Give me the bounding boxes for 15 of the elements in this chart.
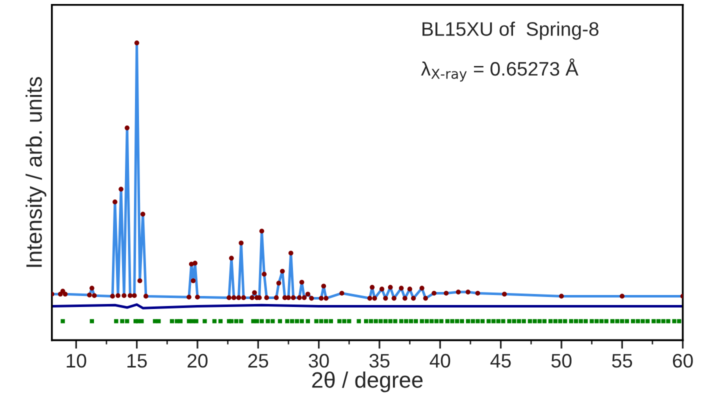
x-tick-label: 35	[369, 354, 390, 368]
x-tick-label: 40	[430, 354, 450, 368]
x-tick-label: 45	[490, 354, 511, 368]
x-tick-label: 25	[248, 354, 268, 368]
y-axis-title: Intensity / arb. units	[26, 76, 46, 267]
text: BL15XU of Spring-8	[422, 22, 598, 40]
x-tick-label: 30	[308, 354, 329, 368]
x-tick-label: 15	[127, 354, 147, 368]
x-tick-label: 50	[551, 354, 572, 368]
x-tick-label: 55	[612, 354, 632, 368]
x-tick-label: 20	[188, 354, 208, 368]
x-tick-label: 10	[66, 354, 86, 368]
annotation: λ$_{X-ray}$ = 0.65273 Å	[421, 58, 578, 82]
x-tick-label: 60	[672, 354, 693, 368]
x-axis-title: 2θ / degree	[312, 372, 423, 392]
